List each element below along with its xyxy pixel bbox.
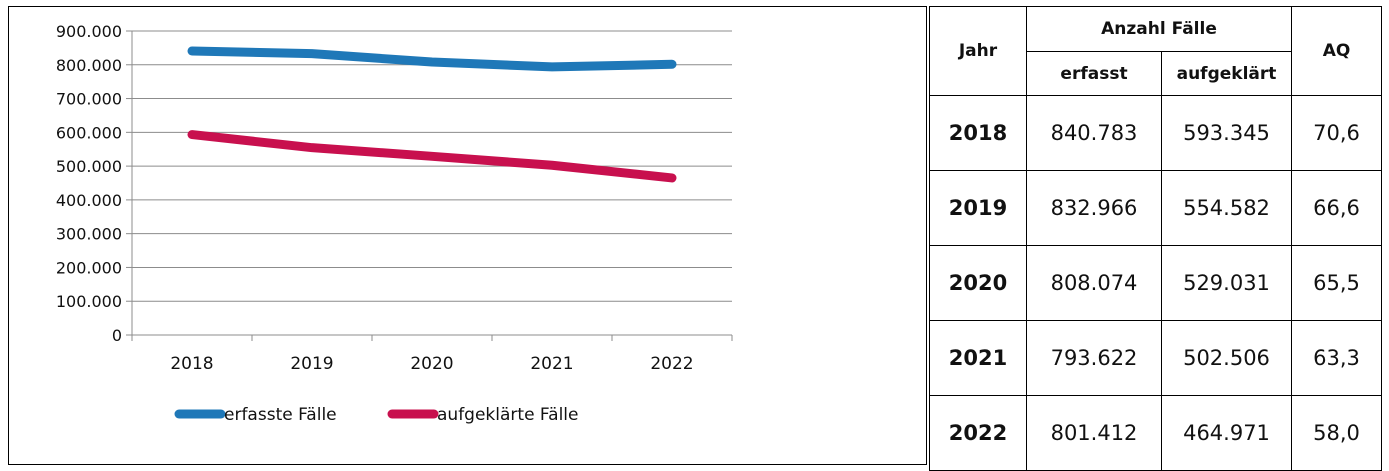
table-row: 2020 808.074 529.031 65,5: [929, 245, 1382, 321]
row-year: 2018: [929, 95, 1027, 171]
legend-label-1: erfasste Fälle: [224, 405, 337, 425]
table-row: 2019 832.966 554.582 66,6: [929, 170, 1382, 246]
row-rate: 63,3: [1291, 320, 1382, 396]
y-tick-label: 600.000: [56, 123, 122, 142]
series-line-1: [187, 46, 677, 72]
row-recorded: 801.412: [1026, 395, 1162, 471]
row-solved: 554.582: [1161, 170, 1292, 246]
row-solved: 529.031: [1161, 245, 1292, 321]
header-year: Jahr: [929, 6, 1027, 96]
cases-table: Jahr Anzahl Fälle AQ erfasst aufgeklärt …: [929, 6, 1382, 471]
table-row: 2021 793.622 502.506 63,3: [929, 320, 1382, 396]
series-line-2: [187, 130, 677, 183]
legend-label-2: aufgeklärte Fälle: [437, 405, 578, 425]
row-rate: 70,6: [1291, 95, 1382, 171]
row-year: 2021: [929, 320, 1027, 396]
row-solved: 593.345: [1161, 95, 1292, 171]
x-tick-label: 2019: [290, 354, 333, 374]
y-tick-label: 800.000: [56, 56, 122, 75]
y-tick-label: 200.000: [56, 258, 122, 277]
header-recorded: erfasst: [1026, 51, 1162, 96]
x-tick-label: 2018: [170, 354, 213, 374]
chart-panel: 0 100.000 200.000 300.000 400.000 500.000 600.…: [8, 6, 927, 465]
y-tick-label: 900.000: [56, 22, 122, 41]
row-solved: 464.971: [1161, 395, 1292, 471]
x-tick-label: 2021: [530, 354, 573, 374]
y-tick-label: 100.000: [56, 292, 122, 311]
x-tick-label: 2020: [410, 354, 453, 374]
y-tick-label: 400.000: [56, 191, 122, 210]
row-rate: 66,6: [1291, 170, 1382, 246]
y-tick-label: 500.000: [56, 157, 122, 176]
y-tick-label: 0: [112, 326, 122, 345]
row-recorded: 808.074: [1026, 245, 1162, 321]
x-tick-label: 2022: [650, 354, 693, 374]
header-rate: AQ: [1291, 6, 1382, 96]
y-tick-label: 700.000: [56, 90, 122, 109]
row-recorded: 832.966: [1026, 170, 1162, 246]
row-recorded: 793.622: [1026, 320, 1162, 396]
row-recorded: 840.783: [1026, 95, 1162, 171]
row-year: 2022: [929, 395, 1027, 471]
header-solved: aufgeklärt: [1161, 51, 1292, 96]
header-case-count: Anzahl Fälle: [1026, 6, 1292, 52]
row-solved: 502.506: [1161, 320, 1292, 396]
y-tick-label: 300.000: [56, 225, 122, 244]
row-year: 2020: [929, 245, 1027, 321]
row-rate: 65,5: [1291, 245, 1382, 321]
table-row: 2018 840.783 593.345 70,6: [929, 95, 1382, 171]
line-chart: 0 100.000 200.000 300.000 400.000 500.000 600.…: [56, 22, 733, 425]
table-row: 2022 801.412 464.971 58,0: [929, 395, 1382, 471]
row-year: 2019: [929, 170, 1027, 246]
row-rate: 58,0: [1291, 395, 1382, 471]
